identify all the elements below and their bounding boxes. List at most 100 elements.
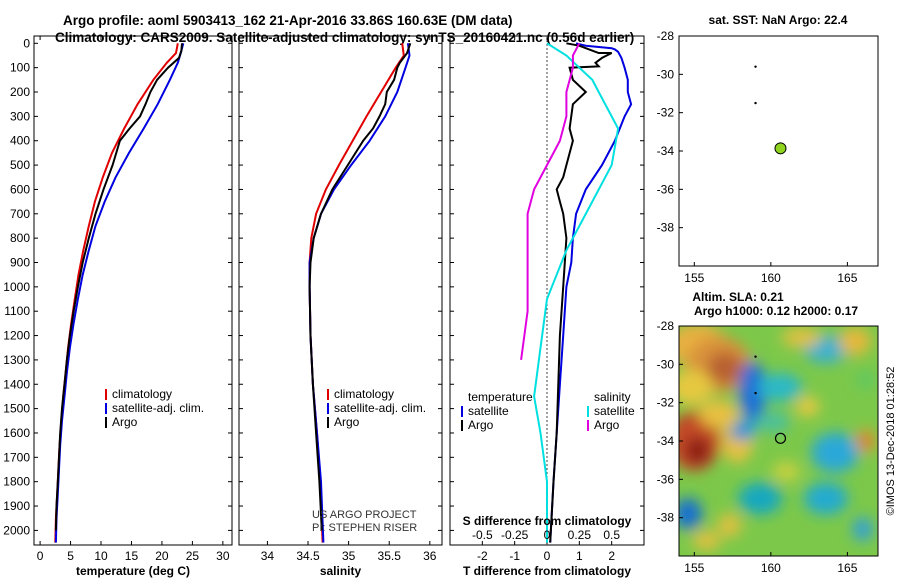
map-y-tick-label-altimetry_map--36: -36 [657,472,675,486]
sla-anomaly-17 [795,396,820,417]
salinity-diff-tick-label--0.25: -0.25 [501,528,529,542]
series-line-difference-1 [549,42,613,543]
imos-timestamp: ©IMOS 13-Dec-2018 01:28:52 [885,367,897,516]
altimetry-map-title-line2: Argo h1000: 0.12 h2000: 0.17 [694,304,858,318]
depth-tick-label-0: 0 [23,36,30,50]
depth-tick-label-1900: 1900 [3,499,30,513]
salinity-diff-tick-label-0.5: 0.5 [603,528,620,542]
depth-tick-label-1300: 1300 [3,353,30,367]
panel-frame-temperature [33,35,233,546]
salinity-diff-tick-label--0.5: -0.5 [472,528,493,542]
map-x-tick-label-sst_map-155: 155 [684,271,704,285]
sla-anomaly-2 [706,352,743,385]
x-tick-label-difference-0: 0 [544,549,551,563]
x-tick-label-salinity-34: 34 [261,549,275,563]
depth-tick-label-900: 900 [10,255,30,269]
legend-label-temperature-1: satellite-adj. clim. [112,401,204,415]
x-tick-label-temperature-0: 0 [37,549,44,563]
legend-label-salinity-1: satellite-adj. clim. [334,401,426,415]
depth-tick-label-2000: 2000 [3,523,30,537]
alt-coast-dot-0 [754,355,757,358]
map-y-tick-label-sst_map--36: -36 [657,182,675,196]
x-tick-label-difference--1: -1 [509,549,520,563]
sla-anomaly-27 [772,461,801,482]
x-tick-label-temperature-10: 10 [94,549,108,563]
sla-anomaly-10 [730,422,751,441]
coast-dot-0 [754,65,757,68]
sla-anomaly-16 [855,369,876,390]
depth-tick-label-100: 100 [10,61,30,75]
depth-tick-label-1700: 1700 [3,450,30,464]
altimetry-heatmap [679,326,878,556]
figure-title-line1: Argo profile: aoml 5903413_162 21-Apr-20… [63,13,513,28]
map-y-tick-label-sst_map--28: -28 [657,29,675,43]
depth-tick-label-1800: 1800 [3,475,30,489]
sla-anomaly-26 [692,530,721,551]
sla-anomaly-23 [679,497,703,530]
sst-map-title: sat. SST: NaN Argo: 22.4 [709,13,848,27]
map-x-tick-label-altimetry_map-160: 160 [761,561,781,575]
map-y-tick-label-sst_map--30: -30 [657,67,675,81]
depth-tick-label-400: 400 [10,134,30,148]
depth-tick-label-600: 600 [10,182,30,196]
sla-anomaly-12 [757,411,790,432]
x-tick-label-temperature-15: 15 [125,549,139,563]
map-x-tick-label-altimetry_map-155: 155 [684,561,704,575]
map-y-tick-label-sst_map--38: -38 [657,221,675,235]
depth-tick-label-700: 700 [10,207,30,221]
sla-anomaly-8 [738,361,767,422]
argo-location-marker-sst [774,142,787,155]
credit-line2: PI: STEPHEN RISER [312,522,417,534]
x-tick-label-difference-1: 1 [576,549,583,563]
series-line-difference-3 [520,42,581,361]
sla-anomaly-14 [781,327,822,348]
depth-tick-label-1100: 1100 [4,304,30,318]
x-tick-label-temperature-5: 5 [67,549,74,563]
sla-anomaly-15 [839,327,872,356]
legend-title-difference-temperature: temperature [468,390,533,404]
x-tick-label-temperature-30: 30 [216,549,230,563]
x-tick-label-temperature-20: 20 [155,549,169,563]
depth-tick-label-1400: 1400 [3,377,30,391]
series-line-salinity-2 [308,42,412,531]
x-tick-label-salinity-34.5: 34.5 [296,549,320,563]
sla-anomaly-22 [803,482,848,515]
altimetry-map-title-line1: Altim. SLA: 0.21 [692,290,784,304]
depth-tick-label-1200: 1200 [3,329,30,343]
map-y-tick-label-sst_map--32: -32 [657,106,675,120]
map-x-tick-label-sst_map-160: 160 [761,271,781,285]
series-line-difference-2 [533,42,620,543]
sla-anomaly-3 [679,369,714,406]
legend-label-temperature-0: climatology [112,387,172,401]
salinity-diff-tick-label-0.25: 0.25 [568,528,592,542]
map-x-tick-label-altimetry_map-165: 165 [837,561,857,575]
legend-label-diff-salinity-1: Argo [594,418,620,432]
x-tick-label-temperature-25: 25 [186,549,200,563]
sla-anomaly-21 [738,482,783,515]
depth-tick-label-1000: 1000 [3,280,30,294]
series-line-temperature-2 [54,43,183,531]
sla-anomaly-25 [717,513,742,538]
sla-anomaly-20 [860,435,871,447]
x-tick-label-salinity-35.5: 35.5 [378,549,402,563]
map-y-tick-label-sst_map--34: -34 [657,144,675,158]
legend-label-diff-salinity-0: satellite [594,404,635,418]
depth-tick-label-500: 500 [10,158,30,172]
x-tick-label-difference-2: 2 [608,549,615,563]
x-tick-label-difference--2: -2 [477,549,488,563]
x-axis-label-top-difference: S difference from climatology [463,514,632,528]
map-y-tick-label-altimetry_map--30: -30 [657,357,675,371]
depth-tick-label-200: 200 [10,85,30,99]
sla-anomaly-24 [852,517,873,542]
map-y-tick-label-altimetry_map--32: -32 [657,396,675,410]
legend-label-salinity-0: climatology [334,387,394,401]
series-line-difference-0 [549,42,633,543]
credit-line1: US ARGO PROJECT [312,509,417,521]
alt-coast-dot-1 [754,391,757,395]
x-tick-label-salinity-36: 36 [423,549,437,563]
salinity-diff-tick-label-0: 0 [544,528,551,542]
legend-label-salinity-2: Argo [334,415,360,429]
depth-tick-label-800: 800 [10,231,30,245]
series-line-salinity-0 [308,43,405,543]
